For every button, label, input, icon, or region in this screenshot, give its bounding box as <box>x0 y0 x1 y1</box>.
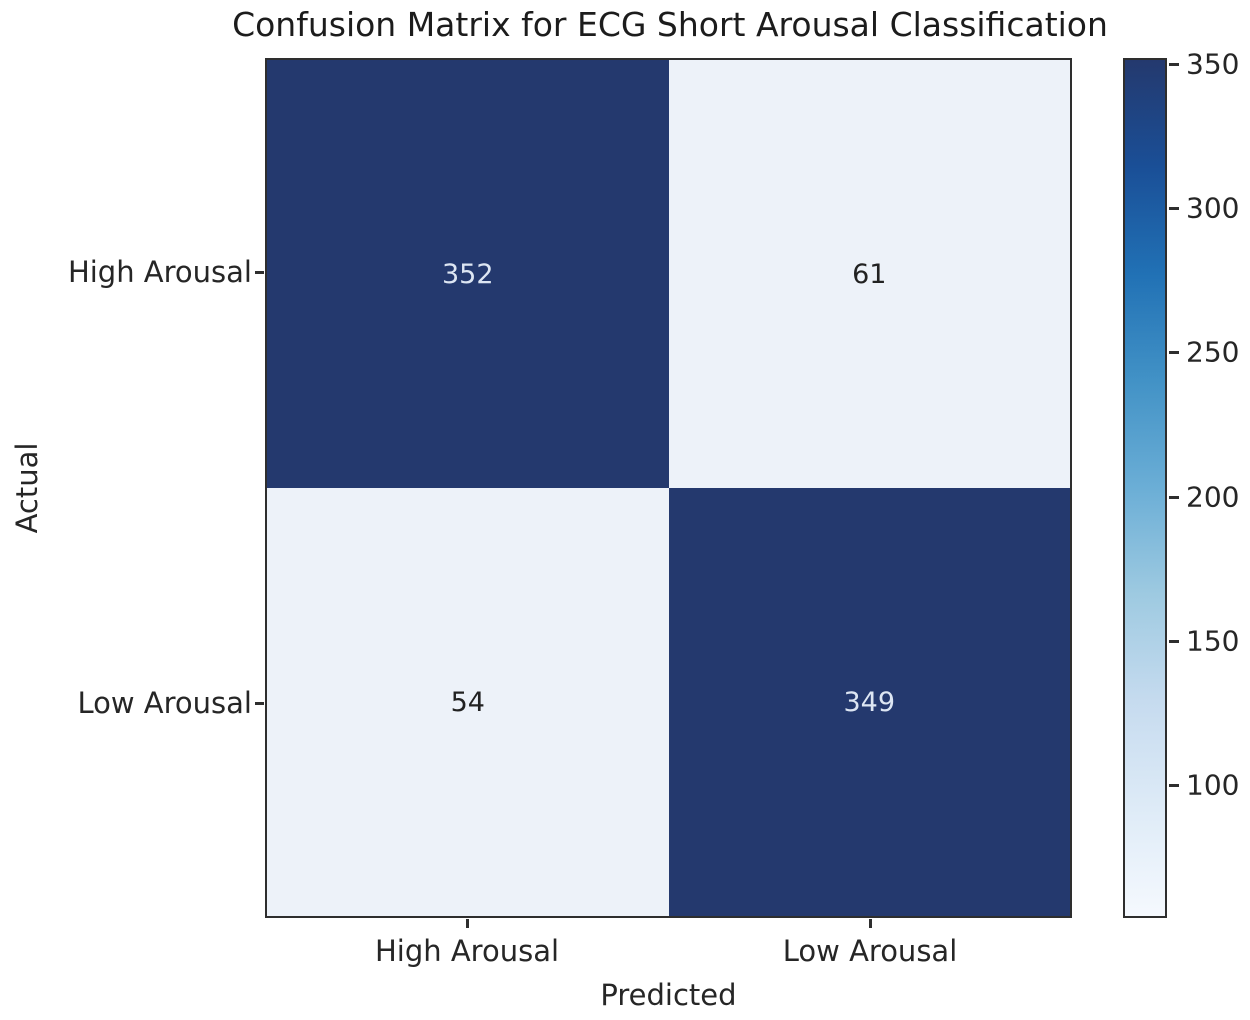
heatmap-plot: 352 61 54 349 <box>265 58 1072 918</box>
cell-value: 349 <box>843 686 896 718</box>
y-axis-label: Actual <box>10 442 44 534</box>
colorbar-tick-mark <box>1169 496 1179 499</box>
y-tick-mark-low-arousal <box>255 702 264 705</box>
colorbar-tick-mark <box>1169 784 1179 787</box>
cell-value: 54 <box>450 686 485 718</box>
colorbar-tick-mark <box>1169 640 1179 643</box>
x-tick-mark-high-arousal <box>466 919 469 928</box>
colorbar <box>1123 58 1167 918</box>
colorbar-tick-mark <box>1169 207 1179 210</box>
y-tick-label-low-arousal: Low Arousal <box>77 686 252 720</box>
y-tick-label-high-arousal: High Arousal <box>67 255 252 289</box>
cell-actual-high-pred-high: 352 <box>267 60 669 488</box>
colorbar-tick-label-100: 100 <box>1186 768 1240 802</box>
colorbar-tick-label-200: 200 <box>1186 480 1240 514</box>
x-tick-mark-low-arousal <box>869 919 872 928</box>
colorbar-tick-label-250: 250 <box>1186 335 1240 369</box>
cell-actual-low-pred-high: 54 <box>267 488 669 916</box>
cell-value: 61 <box>852 258 887 290</box>
x-tick-label-low-arousal: Low Arousal <box>782 934 958 968</box>
cell-value: 352 <box>441 258 494 290</box>
y-tick-mark-high-arousal <box>255 271 264 274</box>
cell-actual-low-pred-low: 349 <box>668 488 1070 916</box>
chart-title: Confusion Matrix for ECG Short Arousal C… <box>232 5 1108 44</box>
colorbar-tick-label-300: 300 <box>1186 191 1240 225</box>
colorbar-tick-label-350: 350 <box>1186 47 1240 81</box>
x-axis-label: Predicted <box>600 978 737 1012</box>
colorbar-tick-label-150: 150 <box>1186 624 1240 658</box>
cell-actual-high-pred-low: 61 <box>668 60 1070 488</box>
x-tick-label-high-arousal: High Arousal <box>374 934 560 968</box>
colorbar-tick-mark <box>1169 351 1179 354</box>
colorbar-tick-mark <box>1169 63 1179 66</box>
